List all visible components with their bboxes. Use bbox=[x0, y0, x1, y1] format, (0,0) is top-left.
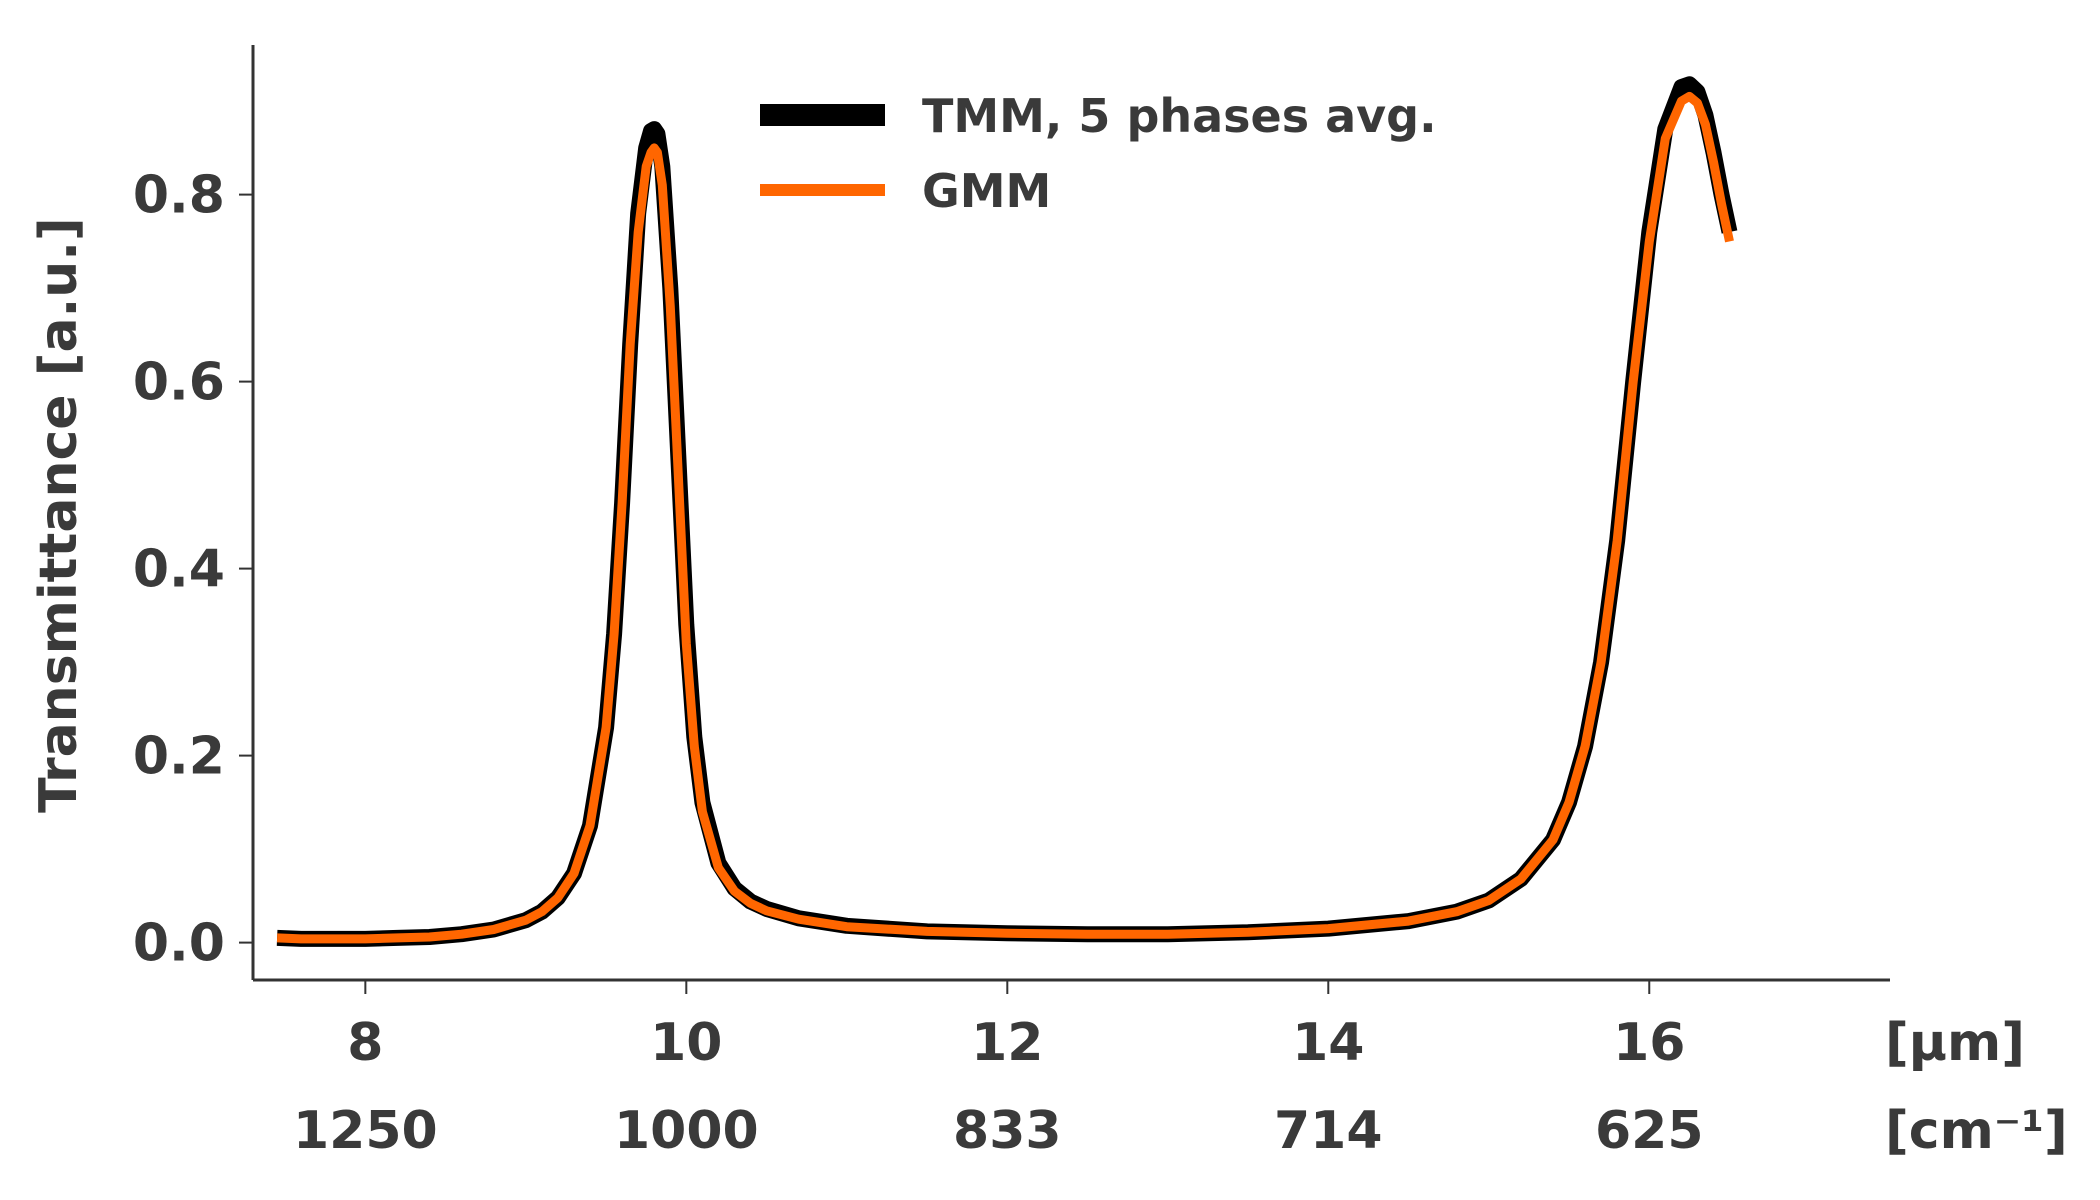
y-axis-label: Transmittance [a.u.] bbox=[29, 217, 89, 813]
x-tick-label-um: 8 bbox=[347, 1013, 383, 1073]
x-tick-label-cm: 625 bbox=[1595, 1101, 1704, 1161]
x-unit-primary-label: [μm] bbox=[1885, 1013, 2025, 1073]
y-tick-label: 0.6 bbox=[133, 353, 225, 413]
x-unit-secondary-label: [cm⁻¹] bbox=[1885, 1101, 2068, 1161]
y-tick-label: 0.4 bbox=[133, 540, 225, 600]
x-tick-label-um: 12 bbox=[971, 1013, 1043, 1073]
series-line-gmm bbox=[276, 91, 1734, 944]
axes bbox=[251, 45, 1890, 982]
x-tick-label-cm: 833 bbox=[953, 1101, 1062, 1161]
legend-label: GMM bbox=[922, 164, 1051, 218]
legend-label: TMM, 5 phases avg. bbox=[922, 89, 1437, 143]
legend: TMM, 5 phases avg. GMM bbox=[760, 89, 1437, 218]
x-tick-label-cm: 714 bbox=[1274, 1101, 1383, 1161]
x-tick-label-um: 14 bbox=[1292, 1013, 1364, 1073]
ticks: 0.0 0.2 0.4 0.6 0.8 8 1250 10 1000 12 833 14 714 16 62… bbox=[133, 166, 1704, 1161]
x-tick-label-cm: 1250 bbox=[293, 1101, 438, 1161]
x-tick-label-um: 16 bbox=[1613, 1013, 1685, 1073]
y-tick-label: 0.0 bbox=[133, 914, 225, 974]
series-layer bbox=[276, 76, 1738, 947]
y-tick-label: 0.8 bbox=[133, 166, 225, 226]
x-tick-label-cm: 1000 bbox=[614, 1101, 759, 1161]
y-tick-label: 0.2 bbox=[133, 727, 225, 787]
x-tick-label-um: 10 bbox=[650, 1013, 722, 1073]
